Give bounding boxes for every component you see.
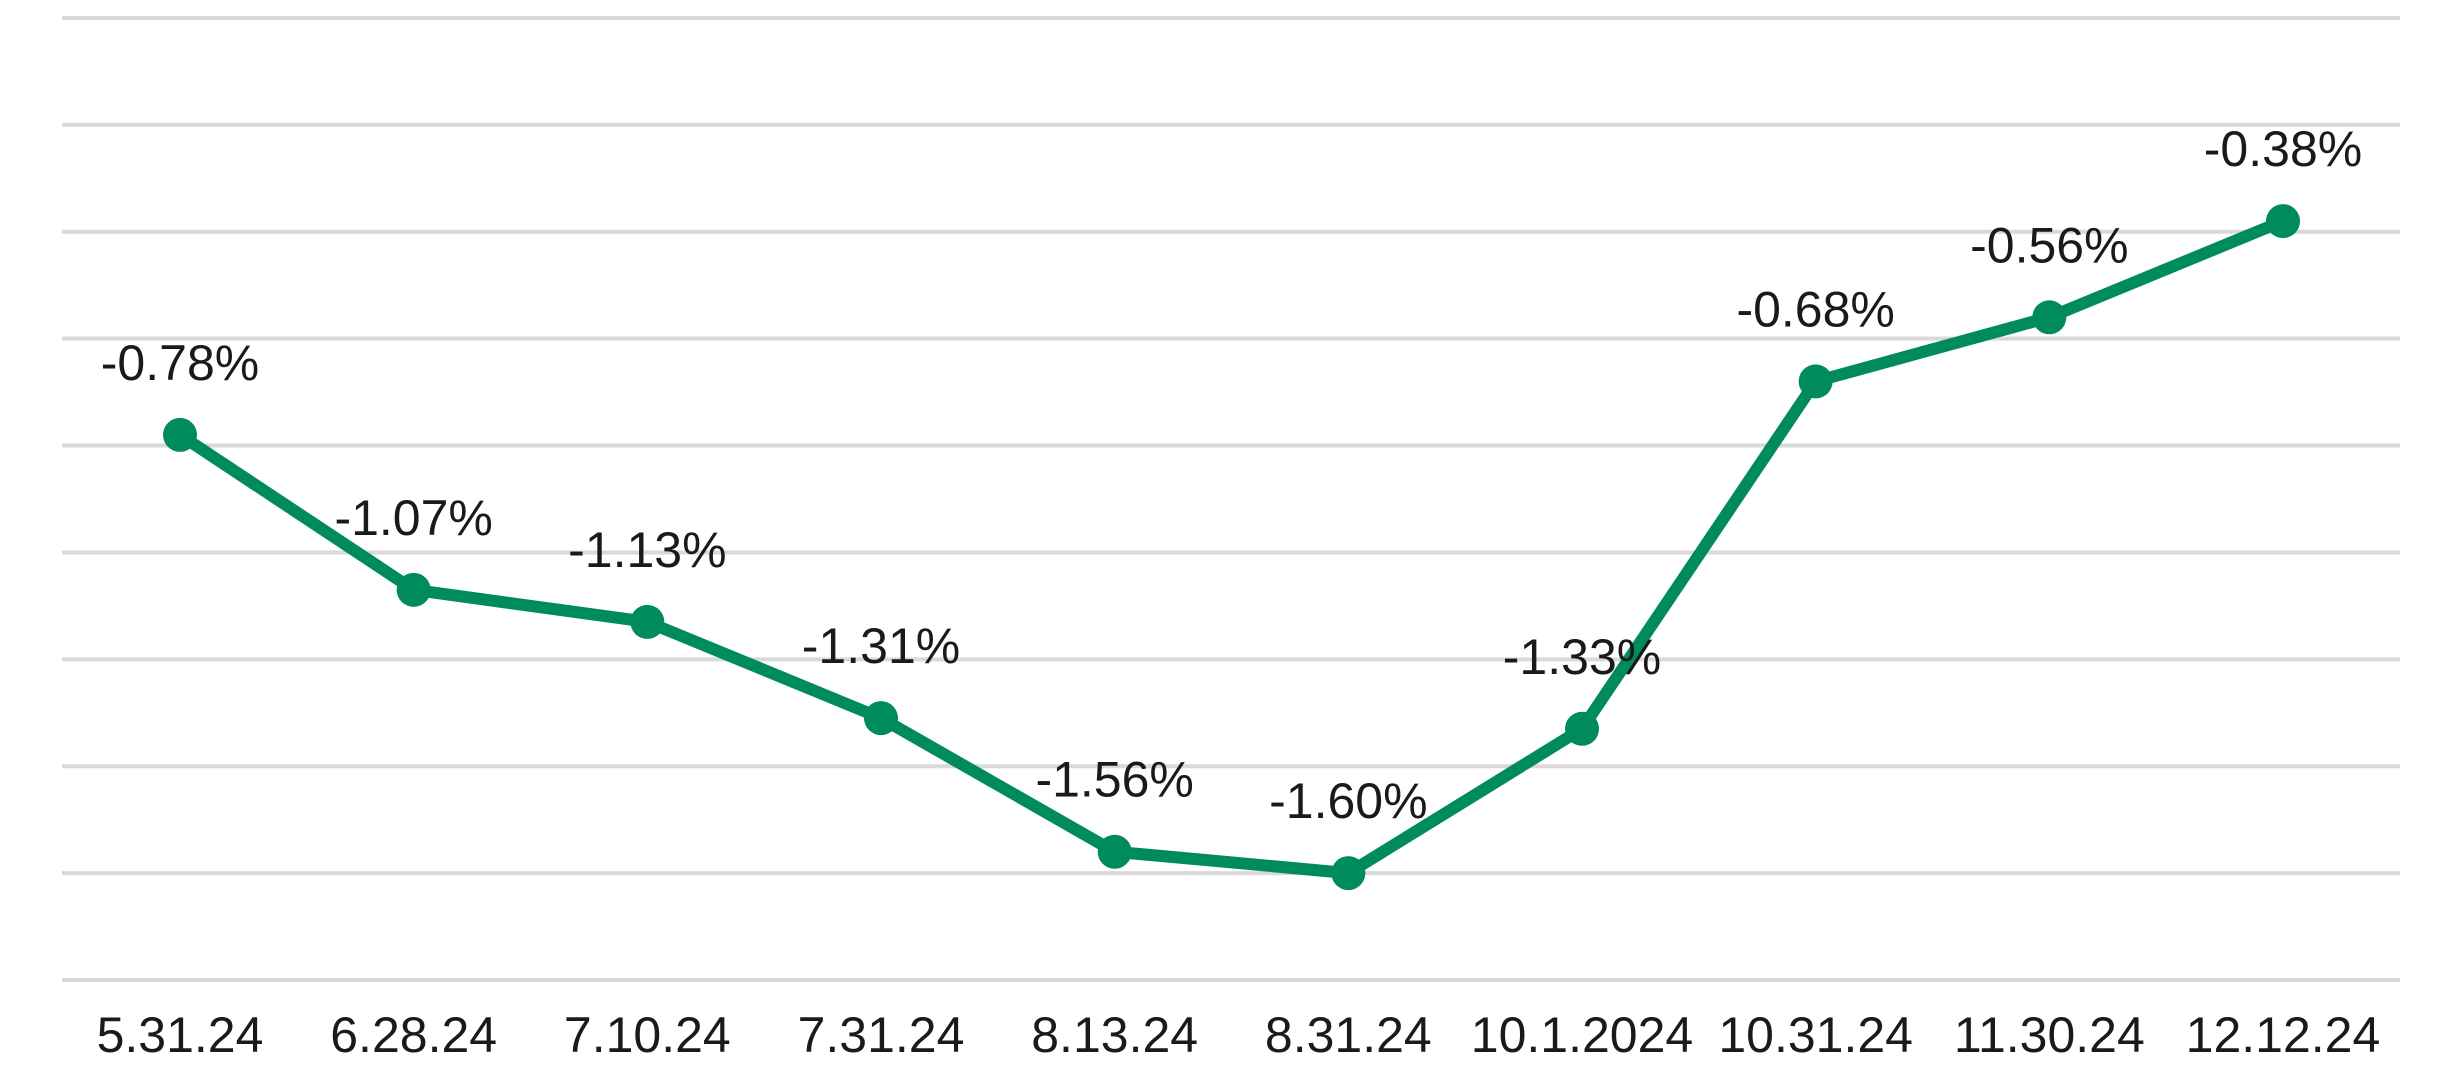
data-label: -1.56% bbox=[1035, 752, 1193, 808]
data-label: -1.60% bbox=[1269, 773, 1427, 829]
data-label: -0.56% bbox=[1970, 217, 2128, 273]
x-tick-label: 8.13.24 bbox=[1031, 1007, 1198, 1063]
data-point bbox=[1798, 364, 1833, 399]
x-tick-label: 6.28.24 bbox=[330, 1007, 497, 1063]
x-tick-label: 7.31.24 bbox=[798, 1007, 965, 1063]
data-point bbox=[2266, 204, 2300, 239]
gridlines bbox=[62, 16, 2400, 982]
data-label: -1.13% bbox=[568, 522, 726, 578]
data-point bbox=[1331, 856, 1366, 891]
data-point bbox=[1097, 834, 1132, 869]
x-tick-label: 11.30.24 bbox=[1954, 1007, 2145, 1063]
data-point bbox=[163, 417, 197, 452]
x-tick-label: 5.31.24 bbox=[97, 1007, 264, 1063]
data-point bbox=[630, 604, 665, 639]
data-point bbox=[1565, 711, 1599, 746]
data-label: -0.38% bbox=[2204, 121, 2362, 177]
x-tick-label: 10.1.2024 bbox=[1471, 1007, 1693, 1063]
x-tick-label: 10.31.24 bbox=[1718, 1007, 1913, 1063]
series-line bbox=[174, 215, 2289, 880]
data-labels: -0.78% -1.07% -1.13% -1.31% -1.56% -1.60% -1.3… bbox=[101, 121, 2362, 829]
x-tick-label: 12.12.24 bbox=[2186, 1007, 2381, 1063]
data-points bbox=[163, 204, 2300, 891]
data-label: -1.33% bbox=[1503, 629, 1661, 685]
data-label: -0.68% bbox=[1736, 281, 1894, 337]
data-label: -0.78% bbox=[101, 335, 259, 391]
data-point bbox=[864, 701, 898, 736]
data-label: -1.31% bbox=[802, 618, 960, 674]
data-point bbox=[2032, 300, 2067, 335]
x-axis-tick-labels: 5.31.24 6.28.24 7.10.24 7.31.24 8.13.24 8.31.… bbox=[97, 1007, 2381, 1063]
x-tick-label: 8.31.24 bbox=[1265, 1007, 1432, 1063]
x-tick-label: 7.10.24 bbox=[564, 1007, 731, 1063]
data-point bbox=[396, 572, 431, 607]
data-label: -1.07% bbox=[334, 490, 492, 546]
series-line-layer bbox=[174, 215, 2289, 880]
